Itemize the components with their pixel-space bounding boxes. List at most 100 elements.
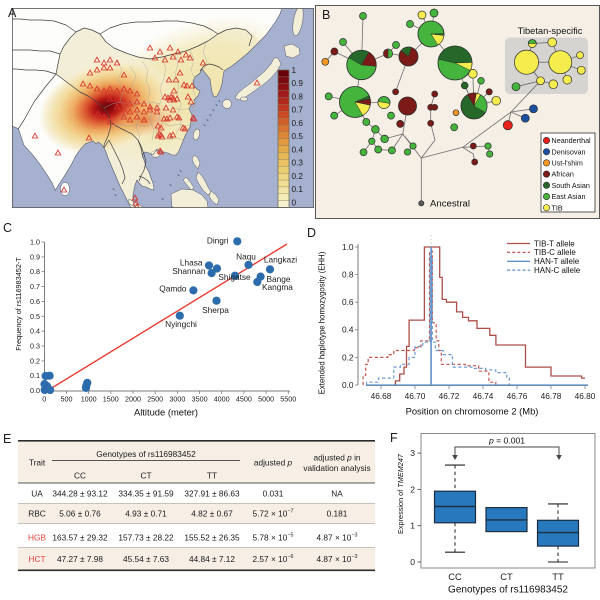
svg-text:0.0: 0.0 (30, 386, 40, 395)
svg-text:Naqu: Naqu (236, 252, 256, 262)
svg-text:HAN-C allele: HAN-C allele (534, 266, 581, 275)
svg-text:3500: 3500 (192, 395, 208, 404)
svg-text:Nyingchi: Nyingchi (165, 319, 197, 329)
svg-text:Langkazi: Langkazi (264, 254, 297, 264)
svg-text:46.74: 46.74 (473, 391, 494, 401)
svg-text:3: 3 (410, 448, 415, 458)
svg-text:0.3: 0.3 (30, 342, 40, 351)
svg-text:3000: 3000 (169, 395, 185, 404)
svg-text:5.06 ± 0.76: 5.06 ± 0.76 (59, 509, 101, 519)
svg-text:0.6: 0.6 (292, 119, 304, 128)
svg-text:Lhasa: Lhasa (180, 257, 203, 267)
svg-text:4.87 × 10−3: 4.87 × 10−3 (317, 532, 358, 542)
svg-text:46.72: 46.72 (439, 391, 460, 401)
svg-text:0.2: 0.2 (292, 172, 304, 181)
svg-text:TIB-T allele: TIB-T allele (534, 239, 575, 248)
svg-text:Expression of TMEM247: Expression of TMEM247 (396, 453, 405, 534)
svg-text:CC: CC (448, 571, 462, 582)
svg-text:46.70: 46.70 (405, 391, 426, 401)
svg-text:44.84 ± 7.12: 44.84 ± 7.12 (189, 554, 235, 564)
svg-text:2000: 2000 (125, 395, 141, 404)
svg-text:0.031: 0.031 (263, 489, 284, 499)
svg-text:344.28 ± 93.12: 344.28 ± 93.12 (52, 489, 108, 499)
svg-text:0.4: 0.4 (30, 327, 40, 336)
svg-text:0.5: 0.5 (30, 312, 40, 321)
svg-text:45.54 ± 7.63: 45.54 ± 7.63 (123, 554, 169, 564)
svg-text:Position on chromosome 2 (Mb): Position on chromosome 2 (Mb) (406, 406, 539, 417)
svg-text:Neanderthal: Neanderthal (552, 136, 592, 145)
svg-text:4.87 × 10−3: 4.87 × 10−3 (317, 554, 358, 564)
svg-text:Bange: Bange (267, 274, 291, 284)
svg-text:Extended haplotype homozygosit: Extended haplotype homozygosity (EHH) (318, 251, 327, 394)
svg-text:2: 2 (410, 484, 415, 494)
svg-text:Altitude (meter): Altitude (meter) (134, 407, 198, 418)
svg-text:1.0: 1.0 (342, 242, 354, 252)
svg-text:Ust-l'shim: Ust-l'shim (552, 159, 583, 168)
svg-text:HCT: HCT (28, 554, 45, 564)
svg-text:327.91 ± 86.63: 327.91 ± 86.63 (184, 489, 240, 499)
svg-text:0.3: 0.3 (292, 159, 304, 168)
svg-text:334.35 ± 91.59: 334.35 ± 91.59 (118, 489, 174, 499)
svg-text:0: 0 (42, 395, 46, 404)
svg-text:0.0: 0.0 (342, 380, 354, 390)
svg-text:Genotypes of rs116983452: Genotypes of rs116983452 (448, 585, 568, 596)
svg-text:African: African (552, 170, 574, 179)
svg-text:0.1: 0.1 (292, 185, 304, 194)
svg-text:5000: 5000 (258, 395, 274, 404)
svg-text:1500: 1500 (103, 395, 119, 404)
svg-text:Sherpa: Sherpa (202, 305, 229, 315)
svg-text:4.93 ± 0.71: 4.93 ± 0.71 (125, 509, 167, 519)
svg-text:TIB: TIB (552, 203, 563, 212)
svg-text:NA: NA (331, 489, 343, 499)
svg-text:2500: 2500 (147, 395, 163, 404)
svg-text:0.7: 0.7 (30, 282, 40, 291)
svg-text:Kangma: Kangma (262, 282, 293, 292)
svg-text:0.8: 0.8 (292, 92, 304, 101)
svg-text:0.8: 0.8 (342, 270, 354, 280)
svg-text:0.2: 0.2 (342, 352, 354, 362)
svg-text:0.2: 0.2 (30, 356, 40, 365)
svg-text:validation analysis: validation analysis (303, 463, 370, 473)
svg-text:155.52 ± 26.35: 155.52 ± 26.35 (184, 532, 240, 542)
svg-text:0.5: 0.5 (292, 132, 304, 141)
svg-text:47.27 ± 7.98: 47.27 ± 7.98 (57, 554, 103, 564)
svg-text:0.9: 0.9 (292, 79, 304, 88)
svg-text:Dingri: Dingri (207, 236, 229, 246)
svg-text:0.4: 0.4 (342, 325, 354, 335)
svg-text:TT: TT (552, 571, 564, 582)
svg-text:0.8: 0.8 (30, 267, 40, 276)
svg-text:0: 0 (292, 198, 297, 207)
svg-text:adjusted p: adjusted p (254, 458, 293, 468)
svg-text:4500: 4500 (236, 395, 252, 404)
svg-text:0.181: 0.181 (327, 509, 348, 519)
svg-text:0.6: 0.6 (342, 297, 354, 307)
svg-text:Tibetan-specific: Tibetan-specific (518, 26, 583, 36)
svg-text:0.9: 0.9 (30, 252, 40, 261)
svg-text:TIB-C allele: TIB-C allele (534, 248, 576, 257)
svg-text:Frequency of rs116983452-T: Frequency of rs116983452-T (14, 257, 23, 351)
svg-text:CC: CC (74, 471, 86, 481)
svg-text:adjusted p in: adjusted p in (313, 453, 360, 463)
svg-text:South Asian: South Asian (552, 181, 590, 190)
svg-text:Trait: Trait (29, 458, 46, 468)
svg-text:163.57 ± 29.32: 163.57 ± 29.32 (52, 532, 108, 542)
svg-text:500: 500 (61, 395, 73, 404)
svg-text:TT: TT (207, 471, 217, 481)
svg-text:1: 1 (410, 521, 415, 531)
svg-text:4.82 ± 0.67: 4.82 ± 0.67 (191, 509, 233, 519)
svg-text:5500: 5500 (280, 395, 296, 404)
svg-text:HGB: HGB (28, 532, 46, 542)
svg-text:East Asian: East Asian (552, 192, 586, 201)
svg-text:p = 0.001: p = 0.001 (488, 436, 525, 446)
svg-text:2.57 × 10−6: 2.57 × 10−6 (253, 554, 294, 564)
svg-text:Qamdo: Qamdo (159, 283, 187, 293)
svg-text:0.4: 0.4 (292, 145, 304, 154)
svg-text:Genotypes of rs116983452: Genotypes of rs116983452 (96, 449, 196, 459)
svg-text:46.80: 46.80 (575, 391, 596, 401)
svg-text:CT: CT (500, 571, 513, 582)
svg-text:UA: UA (31, 489, 43, 499)
svg-text:0.6: 0.6 (30, 297, 40, 306)
svg-text:0: 0 (410, 557, 415, 567)
svg-text:Shigatse: Shigatse (218, 272, 251, 282)
svg-text:Denisovan: Denisovan (552, 147, 586, 156)
